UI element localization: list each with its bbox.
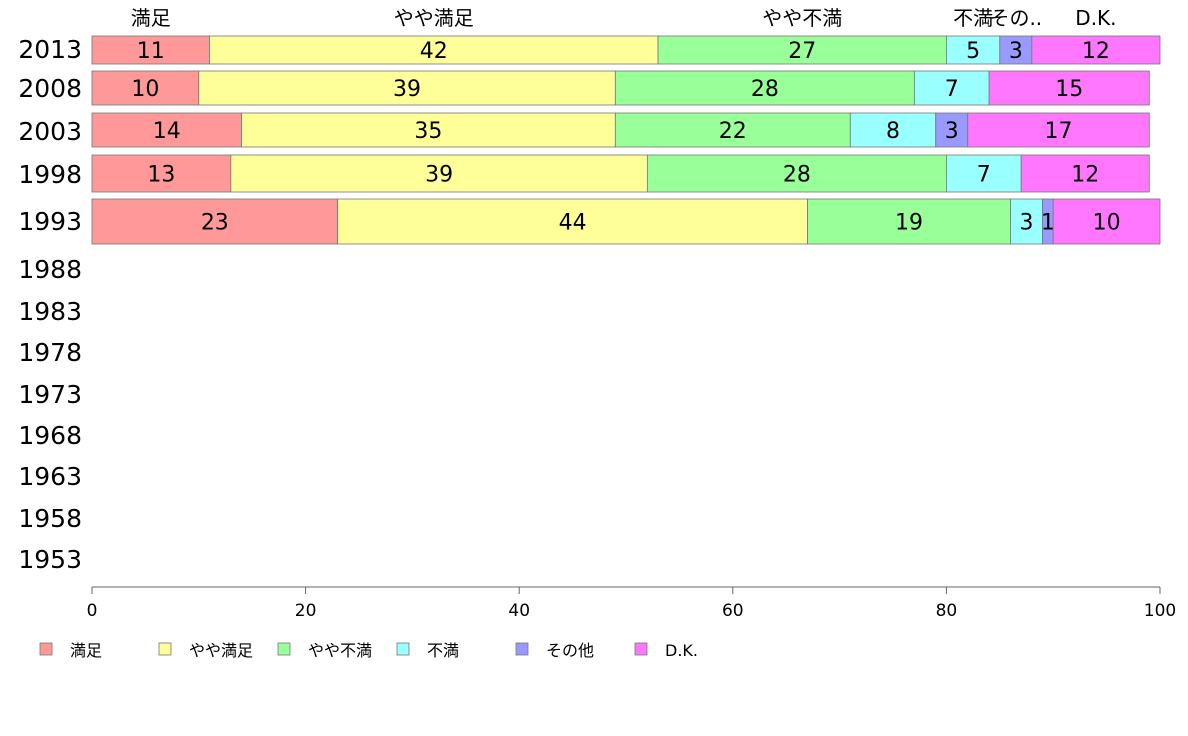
data-label-1993-2: 44	[559, 211, 587, 236]
data-label-2003-3: 22	[719, 119, 747, 144]
year-label-1958: 1958	[18, 504, 82, 533]
x-tick-label-20: 20	[295, 601, 317, 621]
data-label-2008-1: 10	[131, 77, 159, 102]
x-axis: 0 20 40 60 80 100	[87, 586, 1176, 621]
bar-segment-2013-3	[657, 35, 947, 65]
data-label-2008-2: 39	[393, 77, 421, 102]
data-label-2003-1: 14	[153, 119, 181, 144]
bar-segment-1993-6	[1052, 198, 1161, 245]
data-label-1993-5: 1	[1041, 211, 1055, 236]
legend-swatch-1	[39, 642, 53, 656]
bar-segment-1993-3	[807, 198, 1011, 245]
top-label-5: その..	[989, 6, 1042, 30]
data-label-2013-5: 3	[1009, 39, 1023, 64]
data-label-2003-2: 35	[414, 119, 442, 144]
bar-segment-2008-4	[913, 70, 990, 106]
data-label-1993-4: 3	[1020, 211, 1034, 236]
bar-segment-2008-1	[91, 70, 200, 106]
data-label-1998-6: 12	[1071, 163, 1099, 188]
data-label-2013-2: 42	[420, 39, 448, 64]
year-label-1998: 1998	[18, 160, 82, 189]
data-label-2008-4: 7	[945, 77, 959, 102]
bar-segment-2013-2	[209, 35, 659, 65]
year-label-1963: 1963	[18, 462, 82, 491]
x-tick-label-80: 80	[936, 601, 958, 621]
top-label-1: 満足	[131, 6, 171, 30]
bar-segment-1998-3	[646, 154, 947, 193]
bar-segment-2008-3	[614, 70, 915, 106]
top-label-3: やや不満	[762, 6, 842, 30]
bar-segment-2003-2	[241, 112, 616, 148]
year-label-1993: 1993	[18, 207, 82, 236]
year-label-1978: 1978	[18, 338, 82, 367]
legend-label-2: やや満足	[189, 641, 253, 660]
bar-segment-2003-6	[967, 112, 1150, 148]
bar-segment-1998-4	[946, 154, 1022, 193]
data-label-2003-6: 17	[1045, 119, 1073, 144]
top-label-4: 不満	[953, 6, 993, 30]
data-label-2013-3: 27	[788, 39, 816, 64]
bar-segment-1998-2	[230, 154, 648, 193]
bar-segment-2008-6	[988, 70, 1150, 106]
year-label-2013: 2013	[18, 35, 82, 64]
year-label-1973: 1973	[18, 380, 82, 409]
data-label-1998-3: 28	[783, 163, 811, 188]
data-label-1993-3: 19	[895, 211, 923, 236]
data-label-2008-6: 15	[1055, 77, 1083, 102]
data-label-1998-1: 13	[147, 163, 175, 188]
x-tick-label-0: 0	[87, 601, 98, 621]
data-label-2013-6: 12	[1082, 39, 1110, 64]
top-label-2: やや満足	[394, 6, 474, 30]
legend-label-1: 満足	[70, 641, 102, 660]
data-label-1993-6: 10	[1093, 211, 1121, 236]
top-label-6: D.K.	[1075, 6, 1116, 30]
bar-segment-2013-1	[91, 35, 210, 65]
data-label-2008-3: 28	[751, 77, 779, 102]
bar-segment-2003-1	[91, 112, 242, 148]
year-label-2003: 2003	[18, 117, 82, 146]
bar-segment-2013-5	[999, 35, 1033, 65]
bar-segment-1998-6	[1020, 154, 1150, 193]
data-label-1993-1: 23	[201, 211, 229, 236]
bar-segment-2008-2	[198, 70, 616, 106]
legend-swatch-6	[634, 642, 648, 656]
data-label-2003-5: 3	[945, 119, 959, 144]
legend-label-4: 不満	[427, 641, 459, 660]
bar-segment-2013-6	[1031, 35, 1161, 65]
year-label-1983: 1983	[18, 297, 82, 326]
data-label-2003-4: 8	[886, 119, 900, 144]
year-labels: 2013 2008 2003 1998 1993 1988 1983 1978 1973 1968…	[18, 35, 82, 574]
year-label-1968: 1968	[18, 421, 82, 450]
data-label-1998-2: 39	[425, 163, 453, 188]
data-label-2013-1: 11	[137, 39, 165, 64]
x-tick-label-100: 100	[1144, 601, 1176, 621]
data-label-2013-4: 5	[966, 39, 980, 64]
bar-segment-1998-1	[91, 154, 232, 193]
legend-swatch-3	[277, 642, 291, 656]
legend-label-6: D.K.	[665, 641, 698, 660]
bar-segment-1993-1	[91, 198, 339, 245]
legend-label-3: やや不満	[308, 641, 372, 660]
legend: 満足 やや満足 やや不満 不満 その他 D.K.	[39, 641, 698, 660]
x-tick-label-60: 60	[722, 601, 744, 621]
year-label-1953: 1953	[18, 545, 82, 574]
legend-label-5: その他	[546, 641, 594, 660]
year-label-2008: 2008	[18, 74, 82, 103]
legend-swatch-5	[515, 642, 529, 656]
bar-segment-2003-3	[614, 112, 851, 148]
legend-swatch-2	[158, 642, 172, 656]
x-tick-label-40: 40	[508, 601, 530, 621]
year-label-1988: 1988	[18, 255, 82, 284]
legend-swatch-4	[396, 642, 410, 656]
data-label-1998-4: 7	[977, 163, 991, 188]
bar-segment-2003-5	[935, 112, 969, 148]
